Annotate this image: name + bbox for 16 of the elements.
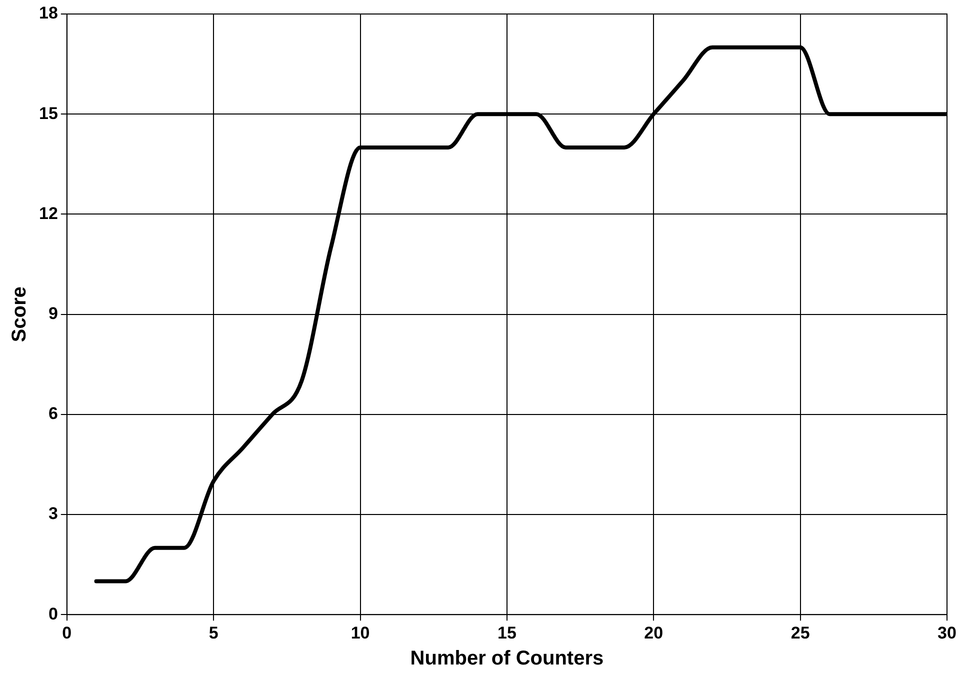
x-tick-label: 15	[497, 623, 516, 642]
y-tick-label: 12	[38, 204, 58, 223]
y-tick-label: 6	[48, 404, 58, 424]
x-tick-label: 5	[208, 623, 218, 642]
x-tick-label: 30	[938, 623, 956, 642]
x-tick-label: 0	[62, 623, 72, 642]
y-tick-label: 15	[38, 104, 58, 123]
y-axis-title: Score	[8, 286, 31, 342]
x-tick-label: 25	[790, 623, 810, 642]
y-tick-label: 18	[38, 4, 58, 23]
y-tick-label: 3	[48, 504, 58, 524]
x-axis-title: Number of Counters	[410, 648, 604, 670]
y-tick-label: 0	[48, 604, 58, 624]
x-tick-label: 10	[350, 623, 370, 642]
x-tick-label: 20	[644, 623, 664, 642]
y-tick-label: 9	[48, 304, 58, 323]
